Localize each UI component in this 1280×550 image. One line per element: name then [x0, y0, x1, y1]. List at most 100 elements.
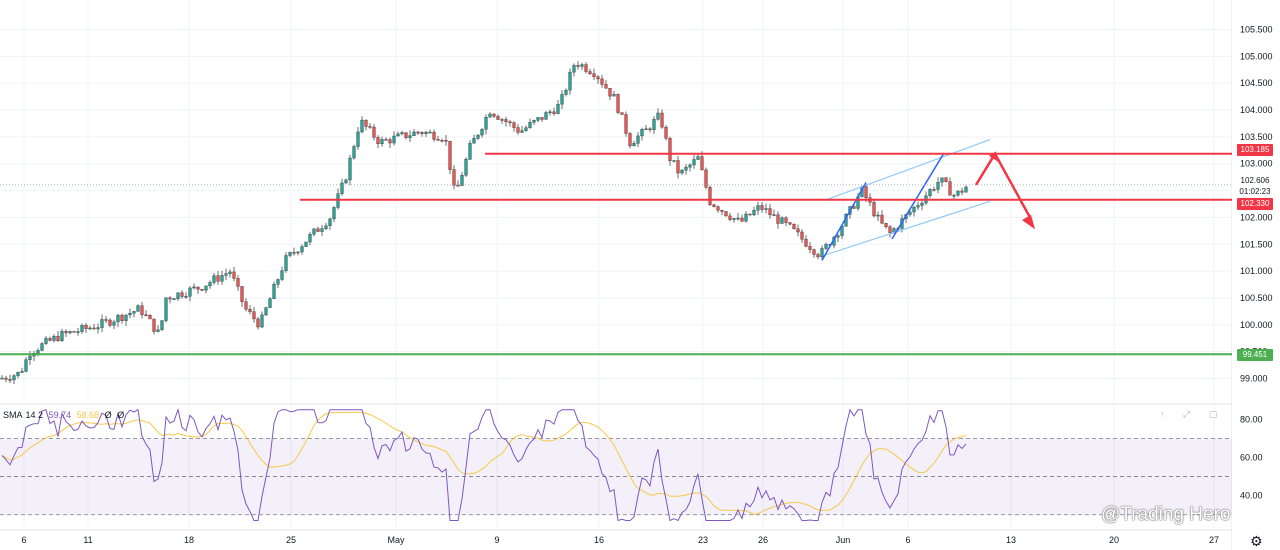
candle-body [508, 121, 512, 124]
time-tick-label: 16 [594, 535, 604, 545]
candlestick-series [0, 61, 968, 385]
candle-body [212, 275, 216, 283]
candle-body [200, 289, 204, 291]
horizontal-levels[interactable] [0, 152, 1232, 356]
candle-body [932, 189, 936, 191]
candle-body [720, 210, 724, 212]
candle-body [52, 335, 56, 341]
candle-body [596, 76, 600, 80]
price-tick-label: 101.000 [1240, 266, 1273, 276]
price-tick-label: 104.500 [1240, 78, 1273, 88]
candle-body [888, 226, 892, 233]
price-tick-label: 103.500 [1240, 132, 1273, 142]
candle-body [12, 375, 16, 381]
candle-body [628, 133, 632, 147]
indicator-line [1, 407, 967, 522]
candle-body [180, 292, 184, 297]
price-tick-label: 105.000 [1240, 51, 1273, 61]
candle-body [16, 371, 20, 376]
candle-body [368, 126, 372, 128]
candle-body [728, 215, 732, 220]
time-axis[interactable]: 6 11 18 25 May 9 16 23 26 Jun 6 13 20 27 [21, 535, 1219, 545]
candle-body [620, 112, 624, 115]
drawing-tools[interactable] [821, 138, 1035, 261]
candle-body [156, 329, 160, 332]
candle-body [520, 130, 524, 133]
candle-body [960, 190, 964, 193]
countdown-label: 01:02:23 [1239, 187, 1271, 196]
candle-body [824, 244, 828, 249]
candle-body [880, 214, 884, 224]
projection-arrowhead-down [1022, 214, 1035, 230]
price-axis[interactable]: 105.500 105.000 104.500 104.000 103.500 103.0… [1232, 0, 1280, 550]
level-tag-103185: 103.185 [1237, 144, 1273, 156]
candle-body [704, 169, 708, 188]
candle-body [60, 331, 64, 341]
candle-body [356, 131, 360, 147]
pane-controls[interactable]: ↑ ⤢ ▢ [1160, 409, 1226, 419]
candle-body [148, 315, 152, 320]
candle-body [0, 377, 4, 380]
level-tag-99451: 99.451 [1237, 349, 1273, 361]
candle-body [680, 169, 684, 174]
candle-body [36, 350, 40, 354]
time-tick-label: May [387, 535, 405, 545]
candle-body [124, 314, 128, 321]
candle-body [104, 319, 108, 321]
price-tick-label: 103.000 [1240, 159, 1273, 169]
candle-body [560, 94, 564, 105]
candle-body [24, 359, 28, 372]
candle-body [396, 133, 400, 137]
candle-body [348, 157, 352, 181]
trend-line-2 [891, 152, 945, 240]
candle-body [584, 64, 588, 72]
candle-body [96, 327, 100, 330]
indicator-tick-label: 80.00 [1240, 414, 1263, 424]
candle-body [548, 111, 552, 114]
indicator-pane [0, 407, 1232, 522]
candle-body [788, 222, 792, 225]
gear-icon[interactable]: ⚙ [1250, 533, 1263, 549]
indicator-value-2: 58.68 [76, 410, 100, 420]
time-tick-label: 18 [184, 535, 194, 545]
indicator-legend[interactable]: SMA 14 2 59.74 58.68 Ø Ø [3, 410, 127, 420]
channel-upper-line [824, 138, 991, 201]
price-tick-label: 101.500 [1240, 239, 1273, 249]
candle-body [352, 146, 356, 159]
price-tick-label: 102.000 [1240, 212, 1273, 222]
candle-body [692, 159, 696, 166]
candle-body [28, 355, 32, 360]
candle-body [864, 186, 868, 198]
candle-body [316, 228, 320, 232]
candle-body [412, 131, 416, 136]
candle-body [488, 113, 492, 118]
candle-body [792, 223, 796, 230]
candle-body [112, 321, 116, 326]
price-tick-label: 104.000 [1240, 105, 1273, 115]
candle-body [160, 320, 164, 330]
candle-body [516, 127, 520, 133]
candle-body [872, 202, 876, 217]
candle-body [944, 177, 948, 182]
candle-body [920, 202, 924, 206]
candle-body [20, 371, 24, 373]
candle-body [484, 117, 488, 130]
candle-body [132, 311, 136, 314]
candle-body [804, 238, 808, 247]
candle-body [480, 129, 484, 136]
candle-body [324, 225, 328, 229]
candle-body [136, 305, 140, 312]
candle-body [300, 246, 304, 253]
price-tick-label: 100.000 [1240, 320, 1273, 330]
indicator-tick-label: 60.00 [1240, 452, 1263, 462]
candle-body [940, 177, 944, 183]
candle-body [80, 325, 84, 332]
candle-body [592, 73, 596, 77]
channel-lower-line [824, 200, 991, 256]
candle-body [168, 297, 172, 300]
candle-body [264, 307, 268, 316]
candle-body [700, 156, 704, 171]
candle-body [756, 205, 760, 211]
candle-body [452, 169, 456, 186]
